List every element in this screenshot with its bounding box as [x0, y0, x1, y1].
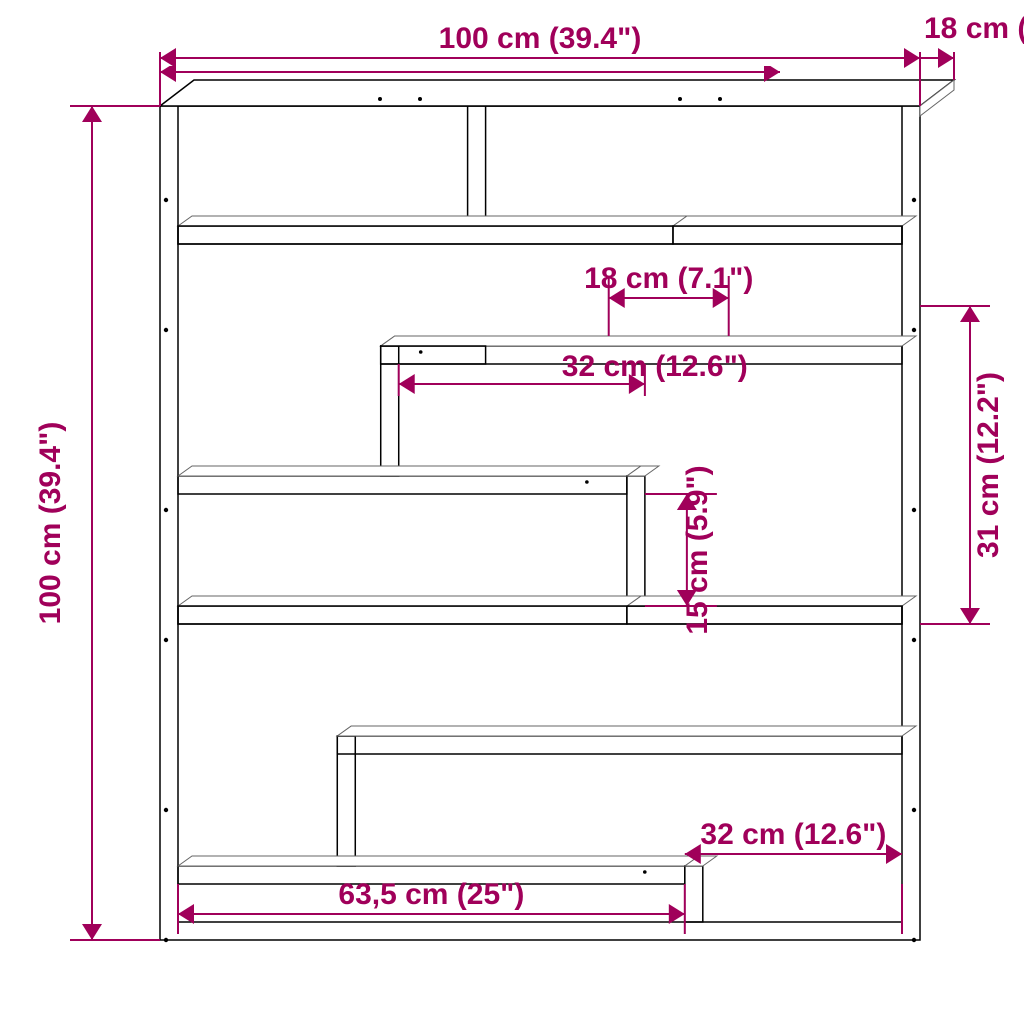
svg-text:32 cm (12.6"): 32 cm (12.6")	[700, 818, 886, 851]
svg-text:31 cm (12.2"): 31 cm (12.2")	[972, 372, 1005, 558]
svg-text:18 cm (7.1"): 18 cm (7.1")	[584, 262, 753, 295]
svg-text:100 cm (39.4"): 100 cm (39.4")	[439, 22, 642, 55]
svg-text:63,5 cm (25"): 63,5 cm (25")	[338, 878, 524, 911]
furniture-dimension-diagram: 100 cm (39.4") 100 cm (39.4") 18 cm (7.1")…	[0, 0, 1024, 1024]
svg-text:32 cm (12.6"): 32 cm (12.6")	[562, 350, 748, 383]
svg-text:18 cm (7.1"): 18 cm (7.1")	[924, 12, 1024, 45]
svg-text:100 cm (39.4"): 100 cm (39.4")	[34, 422, 67, 625]
svg-text:15 cm (5.9"): 15 cm (5.9")	[681, 465, 714, 634]
